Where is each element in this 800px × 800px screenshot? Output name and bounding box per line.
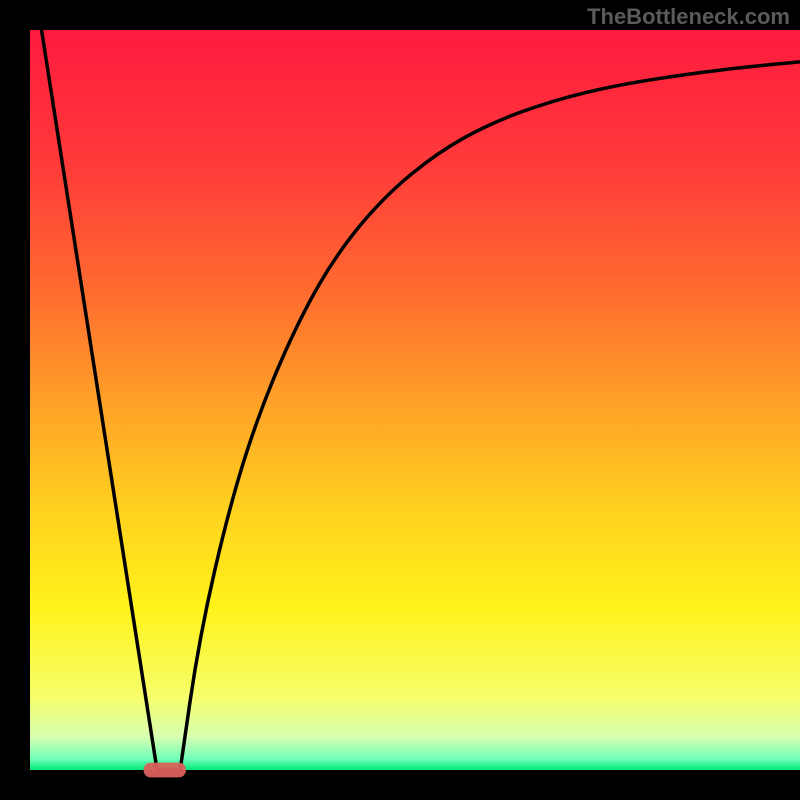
bottleneck-chart: TheBottleneck.com [0, 0, 800, 800]
chart-svg-canvas [0, 0, 800, 800]
optimal-point-marker [144, 763, 186, 778]
watermark-text: TheBottleneck.com [587, 4, 790, 30]
plot-gradient-background [30, 30, 800, 770]
